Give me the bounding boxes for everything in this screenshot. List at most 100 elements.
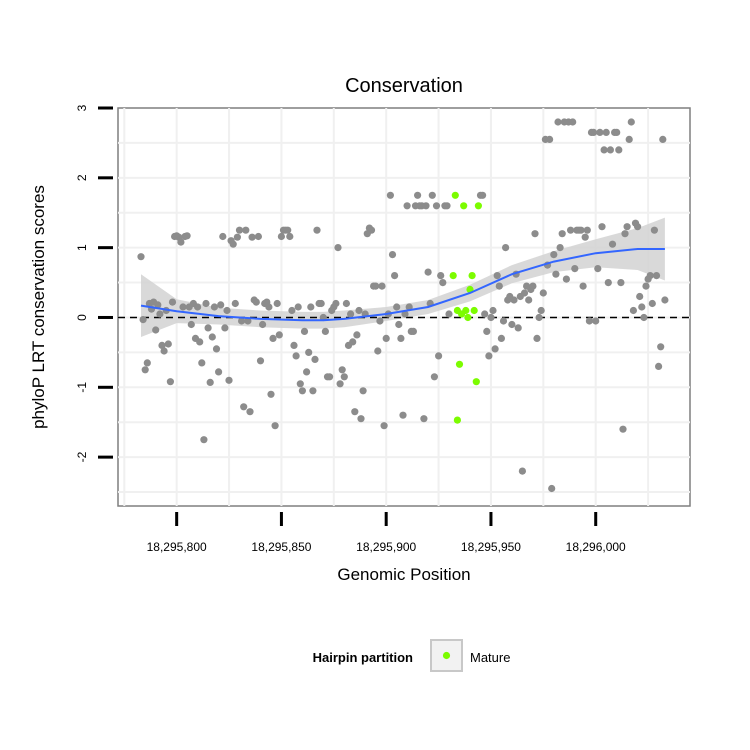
- data-point-other: [380, 422, 388, 430]
- data-point-other: [617, 279, 625, 287]
- data-point-other: [659, 135, 667, 143]
- data-point-other: [143, 359, 151, 367]
- data-point-other: [225, 376, 233, 384]
- data-point-other: [210, 303, 218, 311]
- data-point-other: [141, 366, 149, 374]
- data-point-mature: [449, 272, 457, 280]
- data-point-other: [648, 299, 656, 308]
- data-point-other: [487, 313, 495, 322]
- data-point-other: [160, 347, 168, 355]
- data-point-mature: [460, 202, 468, 210]
- x-axis-label: Genomic Position: [337, 565, 470, 584]
- data-point-other: [585, 317, 594, 325]
- data-point-other: [571, 265, 579, 273]
- data-point-other: [332, 299, 340, 308]
- y-tick-label: 3: [75, 104, 89, 111]
- data-point-other: [556, 244, 564, 252]
- data-point-other: [497, 334, 505, 342]
- data-point-other: [267, 390, 275, 398]
- data-point-other: [606, 146, 615, 154]
- data-point-other: [401, 310, 409, 318]
- data-point-other: [393, 303, 401, 311]
- data-point-other: [562, 275, 571, 283]
- data-point-other: [372, 282, 380, 290]
- data-point-other: [657, 343, 665, 351]
- data-point-other: [277, 232, 285, 241]
- data-point-other: [625, 135, 633, 143]
- data-point-other: [493, 272, 501, 280]
- data-point-other: [240, 403, 248, 411]
- data-point-other: [221, 324, 229, 332]
- data-point-other: [422, 202, 430, 210]
- data-point-other: [252, 298, 260, 306]
- data-point-other: [430, 373, 438, 381]
- x-axis-ticks: 18,295,800 18,295,850 18,295,900 18,295,950…: [147, 512, 626, 554]
- data-point-other: [309, 387, 317, 395]
- data-point-other: [275, 331, 283, 339]
- x-tick-label: 18,295,900: [356, 540, 416, 554]
- data-point-other: [439, 279, 447, 287]
- data-point-other: [514, 324, 522, 332]
- data-point-other: [382, 334, 390, 342]
- data-point-other: [405, 303, 413, 311]
- data-point-other: [177, 238, 185, 246]
- data-point-other: [288, 306, 296, 315]
- data-point-other: [284, 226, 292, 234]
- data-point-other: [215, 368, 223, 376]
- legend-title: Hairpin partition: [313, 650, 413, 665]
- data-point-other: [481, 310, 489, 318]
- data-point-other: [367, 226, 376, 234]
- data-point-other: [248, 233, 256, 241]
- data-point-other: [491, 345, 499, 353]
- data-point-other: [351, 408, 359, 416]
- data-point-other: [166, 378, 174, 386]
- data-point-other: [244, 317, 252, 325]
- x-tick-label: 18,295,950: [461, 540, 521, 554]
- points-mature: [449, 191, 482, 424]
- data-point-other: [326, 373, 334, 381]
- data-point-other: [347, 310, 355, 318]
- y-tick-label: 0: [75, 314, 89, 321]
- data-point-other: [212, 345, 221, 353]
- x-tick-label: 18,295,850: [251, 540, 311, 554]
- data-point-other: [600, 146, 608, 154]
- data-point-other: [399, 411, 407, 419]
- data-point-other: [489, 306, 497, 315]
- legend: Hairpin partition Mature: [313, 639, 510, 672]
- y-tick-label: 1: [75, 244, 89, 251]
- data-point-other: [217, 301, 225, 309]
- data-point-other: [296, 380, 304, 388]
- data-point-mature: [472, 378, 480, 386]
- data-point-other: [349, 338, 357, 346]
- data-point-other: [615, 146, 623, 154]
- data-point-other: [265, 303, 273, 311]
- data-point-other: [317, 299, 325, 308]
- data-point-other: [539, 289, 547, 297]
- data-point-other: [231, 299, 239, 308]
- data-point-other: [642, 282, 650, 290]
- data-point-other: [183, 232, 191, 240]
- data-point-other: [194, 303, 202, 311]
- data-point-other: [510, 296, 518, 304]
- data-point-other: [590, 128, 598, 136]
- data-point-other: [598, 223, 606, 231]
- data-point-other: [359, 387, 367, 395]
- data-point-other: [640, 313, 648, 322]
- legend-key-point: [442, 651, 451, 660]
- data-point-other: [604, 279, 612, 287]
- data-point-mature: [470, 306, 478, 315]
- data-point-other: [235, 226, 244, 234]
- data-point-other: [420, 415, 428, 423]
- data-point-other: [152, 326, 160, 334]
- data-point-other: [531, 230, 539, 238]
- data-point-other: [269, 334, 277, 342]
- data-point-other: [378, 282, 386, 290]
- data-point-other: [596, 128, 604, 136]
- data-point-other: [579, 282, 587, 290]
- data-point-mature: [455, 360, 464, 368]
- data-point-other: [259, 320, 267, 329]
- data-point-other: [206, 378, 214, 386]
- data-point-other: [403, 202, 411, 210]
- data-point-other: [554, 118, 562, 126]
